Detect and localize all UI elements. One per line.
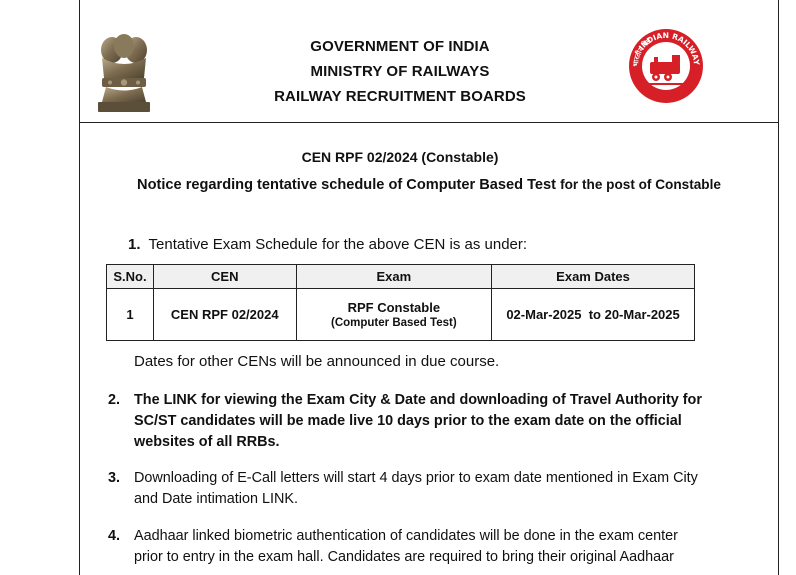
- section-1-text: Tentative Exam Schedule for the above CE…: [148, 236, 528, 253]
- section-1-number: 1.: [128, 236, 141, 253]
- td-exam-mode: (Computer Based Test): [330, 317, 457, 329]
- td-cen: CEN RPF 02/2024: [152, 288, 297, 341]
- td-exam-name: RPF Constable: [347, 300, 441, 315]
- item-number: 4.: [108, 528, 121, 544]
- th-exam: Exam: [295, 264, 493, 289]
- header-ministry: MINISTRY OF RAILWAYS: [310, 63, 490, 80]
- header-boards: RAILWAY RECRUITMENT BOARDS: [274, 88, 526, 105]
- table-row: 1 CEN RPF 02/2024 RPF Constable (Compute…: [106, 288, 695, 341]
- list-item: 2. The LINK for viewing the Exam City & …: [108, 390, 708, 453]
- list-item: 4. Aadhaar linked biometric authenticati…: [108, 526, 708, 568]
- header-divider: [79, 122, 779, 123]
- ashoka-emblem-icon: [98, 34, 150, 112]
- th-cen: CEN: [152, 264, 297, 289]
- list-item: 3. Downloading of E-Call letters will st…: [108, 468, 708, 510]
- item-text: Aadhaar linked biometric authentication …: [134, 528, 678, 565]
- th-exam-dates: Exam Dates: [491, 264, 695, 289]
- th-sno: S.No.: [106, 264, 154, 289]
- notice-title: Notice regarding tentative schedule of C…: [82, 177, 776, 193]
- section-1: 1. Tentative Exam Schedule for the above …: [128, 236, 527, 253]
- notice-title-main: Notice regarding tentative schedule of C…: [137, 177, 557, 193]
- item-number: 2.: [108, 392, 121, 408]
- cen-title: CEN RPF 02/2024 (Constable): [301, 149, 499, 165]
- indian-railways-logo-icon: INDIAN RAILWAYS भारतीय रेल: [628, 28, 703, 103]
- table-header-row: S.No. CEN Exam Exam Dates: [106, 264, 695, 289]
- td-sno: 1: [106, 288, 154, 341]
- exam-schedule-table: S.No. CEN Exam Exam Dates 1 CEN RPF 02/2…: [106, 264, 695, 341]
- item-text: The LINK for viewing the Exam City & Dat…: [134, 392, 702, 450]
- td-exam: RPF Constable (Computer Based Test): [295, 288, 493, 341]
- item-text: Downloading of E-Call letters will start…: [134, 470, 698, 507]
- notice-title-tail: for the post of Constable: [560, 177, 721, 192]
- schedule-note: Dates for other CENs will be announced i…: [134, 353, 500, 370]
- item-number: 3.: [108, 470, 121, 486]
- header-government: GOVERNMENT OF INDIA: [310, 38, 490, 55]
- page-frame: [79, 0, 779, 575]
- td-exam-dates: 02-Mar-2025 to 20-Mar-2025: [491, 288, 695, 341]
